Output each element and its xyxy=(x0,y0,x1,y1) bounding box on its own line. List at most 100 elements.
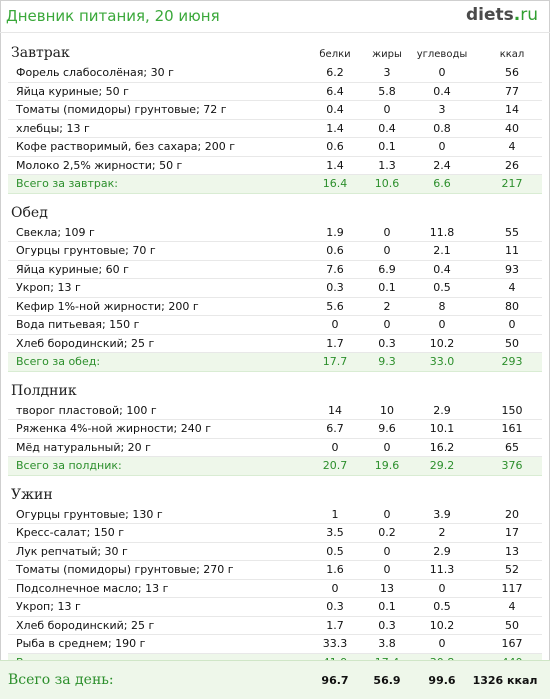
food-row: Огурцы грунтовые; 70 г 0.6 0 2.1 11 xyxy=(8,242,542,261)
section-total-label: Всего за завтрак: xyxy=(16,177,119,190)
logo-tld: ru xyxy=(520,5,538,25)
food-name: Подсолнечное масло; 13 г xyxy=(16,581,169,595)
cell-fat: 0 xyxy=(383,225,391,239)
total-cell-fat: 9.3 xyxy=(378,355,396,368)
cell-carbs: 10.1 xyxy=(429,422,455,435)
food-row: Огурцы грунтовые; 130 г 1 0 3.9 20 xyxy=(8,506,542,524)
food-name: Молоко 2,5% жирности; 50 г xyxy=(16,158,183,172)
cell-kcal: 55 xyxy=(505,225,519,239)
header-divider xyxy=(0,32,550,33)
food-row: Томаты (помидоры) грунтовые; 72 г 0.4 0 3 14 xyxy=(8,101,542,120)
cell-protein: 33.3 xyxy=(322,637,348,650)
food-row: Форель слабосолёная; 30 г 6.2 3 0 56 xyxy=(8,64,542,83)
cell-protein: 0.6 xyxy=(326,140,344,153)
cell-protein: 6.7 xyxy=(326,422,344,435)
total-cell-protein: 17.7 xyxy=(322,355,348,368)
total-cell-protein: 20.7 xyxy=(322,459,348,472)
food-row: Укроп; 13 г 0.3 0.1 0.5 4 xyxy=(8,598,542,617)
cell-carbs: 11.3 xyxy=(429,563,455,576)
food-name: Яйца куриные; 50 г xyxy=(16,84,129,98)
food-name: Огурцы грунтовые; 70 г xyxy=(16,244,156,257)
cell-protein: 1.7 xyxy=(326,618,344,632)
cell-fat: 6.9 xyxy=(378,262,396,276)
column-header-carbs: углеводы xyxy=(416,49,468,60)
cell-kcal: 56 xyxy=(505,66,519,79)
cell-kcal: 20 xyxy=(505,507,519,521)
cell-fat: 0.3 xyxy=(378,336,396,350)
cell-fat: 2 xyxy=(383,299,391,313)
cell-fat: 13 xyxy=(380,581,394,595)
total-cell-fat: 10.6 xyxy=(374,177,400,190)
site-logo[interactable]: diets.ru xyxy=(466,5,538,25)
food-row: Яйца куриные; 50 г 6.4 5.8 0.4 77 xyxy=(8,83,542,101)
cell-protein: 1.6 xyxy=(326,563,344,576)
food-row: творог пластовой; 100 г 14 10 2.9 150 xyxy=(8,402,542,420)
cell-carbs: 2.9 xyxy=(433,544,451,558)
cell-carbs: 16.2 xyxy=(429,440,455,454)
cell-carbs: 0.5 xyxy=(433,600,451,613)
cell-fat: 0 xyxy=(383,318,391,331)
logo-main: diets xyxy=(465,5,514,25)
logo-dot: . xyxy=(513,5,521,25)
cell-carbs: 0 xyxy=(438,637,446,650)
cell-kcal: 93 xyxy=(505,262,519,276)
food-name: Огурцы грунтовые; 130 г xyxy=(16,507,163,521)
food-row: Молоко 2,5% жирности; 50 г 1.4 1.3 2.4 26 xyxy=(8,157,542,175)
food-row: хлебцы; 13 г 1.4 0.4 0.8 40 xyxy=(8,120,542,138)
section-title: Обед xyxy=(11,204,48,221)
cell-kcal: 50 xyxy=(505,336,519,350)
section-title: Завтрак xyxy=(11,45,70,61)
cell-fat: 0.2 xyxy=(378,526,396,539)
cell-fat: 0 xyxy=(383,544,391,558)
section-total-row: Всего за полдник: 20.7 19.6 29.2 376 xyxy=(8,457,542,476)
cell-protein: 0.6 xyxy=(326,244,344,257)
food-name: Кефир 1%-ной жирности; 200 г xyxy=(16,299,199,313)
section-gap xyxy=(8,476,542,486)
cell-protein: 1.4 xyxy=(326,158,344,172)
cell-carbs: 0 xyxy=(438,581,446,595)
cell-fat: 0 xyxy=(383,440,391,454)
food-name: Яйца куриные; 60 г xyxy=(16,262,129,276)
food-row: Томаты (помидоры) грунтовые; 270 г 1.6 0 11… xyxy=(8,561,542,580)
cell-fat: 0.1 xyxy=(378,140,396,153)
food-name: Томаты (помидоры) грунтовые; 270 г xyxy=(16,563,234,576)
food-name: Укроп; 13 г xyxy=(16,600,81,613)
cell-fat: 0.4 xyxy=(378,121,396,135)
cell-protein: 0.4 xyxy=(326,103,344,116)
cell-fat: 5.8 xyxy=(378,84,396,98)
column-header-kcal: ккал xyxy=(499,49,525,60)
cell-carbs: 10.2 xyxy=(429,618,455,632)
food-name: хлебцы; 13 г xyxy=(16,121,90,135)
food-name: творог пластовой; 100 г xyxy=(16,403,157,417)
cell-kcal: 80 xyxy=(505,299,519,313)
section-gap xyxy=(8,194,542,204)
food-row: Хлеб бородинский; 25 г 1.7 0.3 10.2 50 xyxy=(8,335,542,353)
food-name: Хлеб бородинский; 25 г xyxy=(16,618,155,632)
food-row: Кресс-салат; 150 г 3.5 0.2 2 17 xyxy=(8,524,542,543)
section-title: Полдник xyxy=(11,382,77,399)
total-cell-kcal: 293 xyxy=(501,355,523,368)
cell-kcal: 161 xyxy=(501,422,523,435)
cell-protein: 0 xyxy=(331,440,339,454)
cell-fat: 0 xyxy=(383,103,391,116)
food-name: Ряженка 4%-ной жирности; 240 г xyxy=(16,422,212,435)
cell-fat: 3 xyxy=(383,66,391,79)
cell-fat: 0 xyxy=(383,507,391,521)
food-row: Рыба в среднем; 190 г 33.3 3.8 0 167 xyxy=(8,635,542,654)
food-row: Подсолнечное масло; 13 г 0 13 0 117 xyxy=(8,580,542,598)
total-cell-kcal: 217 xyxy=(501,177,523,190)
food-name: Свекла; 109 г xyxy=(16,225,95,239)
total-cell-protein: 16.4 xyxy=(322,177,348,190)
food-row: Мёд натуральный; 20 г 0 0 16.2 65 xyxy=(8,439,542,457)
cell-kcal: 4 xyxy=(508,600,516,613)
cell-kcal: 0 xyxy=(508,318,516,331)
cell-protein: 0.3 xyxy=(326,281,344,294)
section-total-label: Всего за обед: xyxy=(16,355,101,368)
day-total-kcal: 1326 ккал xyxy=(472,674,538,687)
food-name: Рыба в среднем; 190 г xyxy=(16,637,146,650)
cell-kcal: 167 xyxy=(501,637,523,650)
cell-kcal: 40 xyxy=(505,121,519,135)
cell-kcal: 4 xyxy=(508,140,516,153)
cell-kcal: 13 xyxy=(505,544,519,558)
column-header-protein: белки xyxy=(319,49,351,60)
